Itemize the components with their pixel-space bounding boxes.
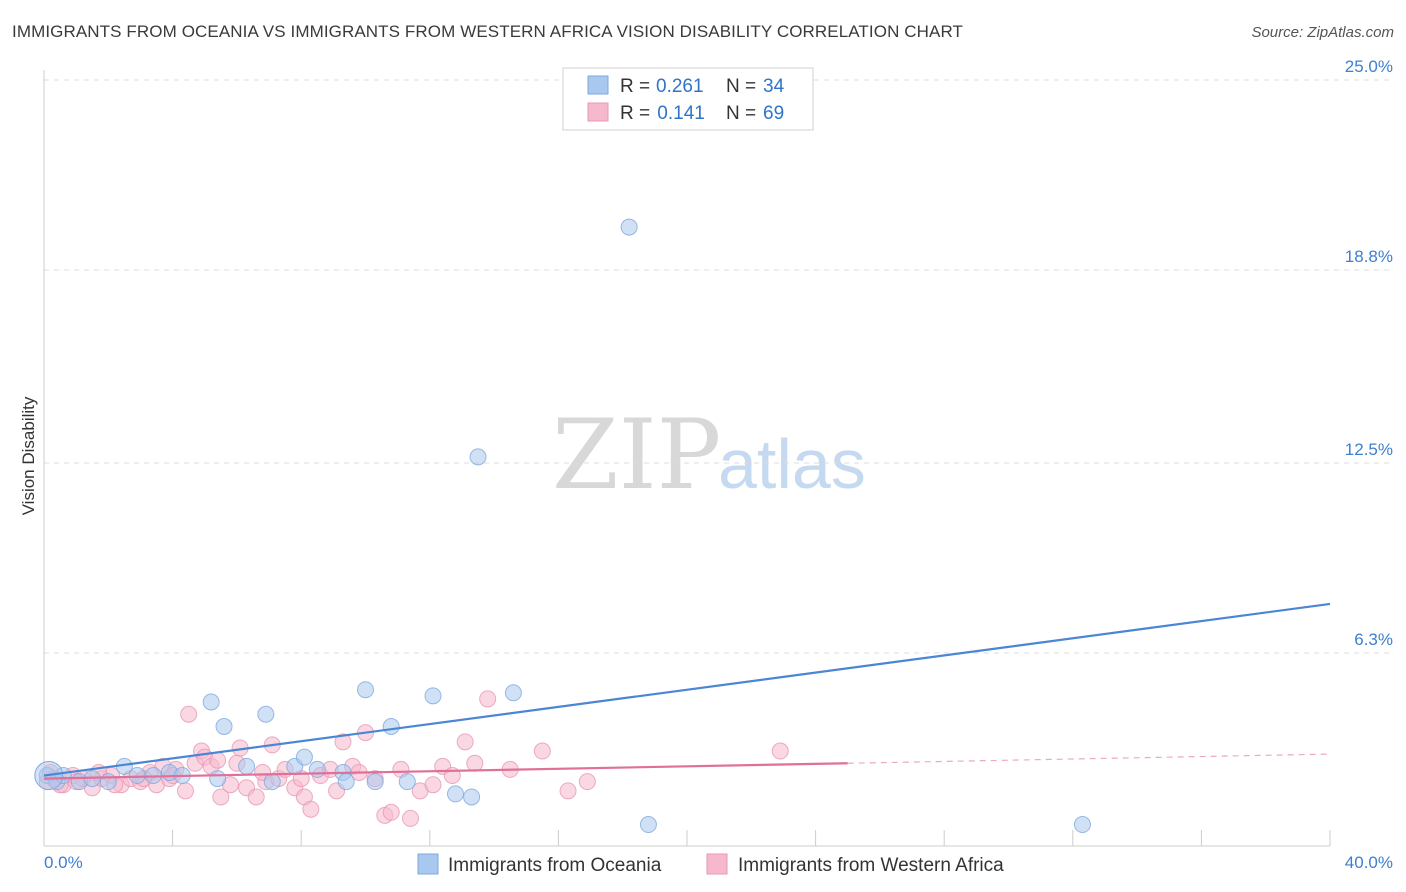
data-point <box>128 767 146 785</box>
gridlines <box>44 79 1390 654</box>
legend-r-label-oceania: R = <box>620 76 650 97</box>
watermark: ZIP atlas <box>552 399 866 511</box>
data-point <box>247 788 265 806</box>
data-point <box>398 773 416 791</box>
data-point <box>578 773 596 791</box>
data-point <box>771 742 789 760</box>
y-tick-label: 25.0% <box>1345 57 1393 76</box>
bottom-legend-swatch-western-africa <box>706 853 728 875</box>
legend-n-label-western-africa: N = <box>726 103 756 124</box>
data-point <box>402 809 420 827</box>
trend-line-western-africa-extrapolated <box>847 753 1331 764</box>
trend-lines <box>43 602 1331 780</box>
data-point <box>295 748 313 766</box>
data-point <box>620 218 638 236</box>
y-axis-label: Vision Disability <box>19 396 38 515</box>
data-point <box>99 773 117 791</box>
legend-bottom: Immigrants from Oceania Immigrants from … <box>417 853 1004 876</box>
x-tick-label-min: 0.0% <box>44 853 83 872</box>
watermark-zip: ZIP <box>552 399 721 511</box>
data-point <box>263 773 281 791</box>
legend-n-value-oceania: 34 <box>763 76 785 97</box>
data-point <box>176 782 194 800</box>
data-point <box>334 733 352 751</box>
chart-title: IMMIGRANTS FROM OCEANIA VS IMMIGRANTS FR… <box>12 22 964 41</box>
data-point <box>180 705 198 723</box>
data-point <box>559 782 577 800</box>
data-point <box>639 816 657 834</box>
legend-swatch-western-africa <box>587 102 609 122</box>
data-point <box>382 803 400 821</box>
bottom-legend-label-oceania: Immigrants from Oceania <box>448 855 662 876</box>
data-point <box>215 718 233 736</box>
data-point <box>424 776 442 794</box>
data-point <box>1073 816 1091 834</box>
x-tick-label-max: 40.0% <box>1345 853 1393 872</box>
source-label: Source: ZipAtlas.com <box>1251 24 1394 41</box>
legend-r-value-oceania: 0.261 <box>656 76 704 97</box>
bottom-legend-label-western-africa: Immigrants from Western Africa <box>738 855 1004 876</box>
y-tick-labels: 6.3% 12.5% 18.8% 25.0% <box>1345 57 1393 649</box>
data-point <box>209 770 227 788</box>
data-point <box>447 785 465 803</box>
data-point <box>308 760 326 778</box>
bottom-legend-swatch-oceania <box>417 853 439 875</box>
data-point <box>202 693 220 711</box>
data-point <box>257 705 275 723</box>
legend-r-label-western-africa: R = <box>620 103 650 124</box>
data-point <box>463 788 481 806</box>
legend-top: R = 0.261 N = 34 R = 0.141 N = 69 <box>562 67 814 131</box>
legend-swatch-oceania <box>587 75 609 95</box>
data-point <box>424 687 442 705</box>
watermark-atlas: atlas <box>718 425 866 503</box>
trend-line-oceania <box>43 602 1331 777</box>
series-oceania <box>34 218 1091 834</box>
data-point <box>466 754 484 772</box>
legend-n-label-oceania: N = <box>726 76 756 97</box>
data-point <box>504 684 522 702</box>
series-western-africa <box>38 690 789 827</box>
data-point <box>456 733 474 751</box>
data-point <box>382 718 400 736</box>
data-point <box>212 788 230 806</box>
y-tick-label: 6.3% <box>1354 630 1393 649</box>
data-point <box>302 800 320 818</box>
data-point <box>209 751 227 769</box>
data-point <box>469 448 487 466</box>
y-tick-label: 12.5% <box>1345 440 1393 459</box>
x-tick-marks <box>43 830 1331 846</box>
data-point <box>479 690 497 708</box>
data-point <box>337 773 355 791</box>
legend-r-value-western-africa: 0.141 <box>652 103 705 124</box>
trend-line-western-africa <box>43 762 848 780</box>
data-point <box>238 757 256 775</box>
legend-n-value-western-africa: 69 <box>763 103 784 124</box>
data-point <box>366 773 384 791</box>
y-tick-label: 18.8% <box>1345 247 1393 266</box>
data-point <box>357 681 374 699</box>
data-point <box>533 742 551 760</box>
